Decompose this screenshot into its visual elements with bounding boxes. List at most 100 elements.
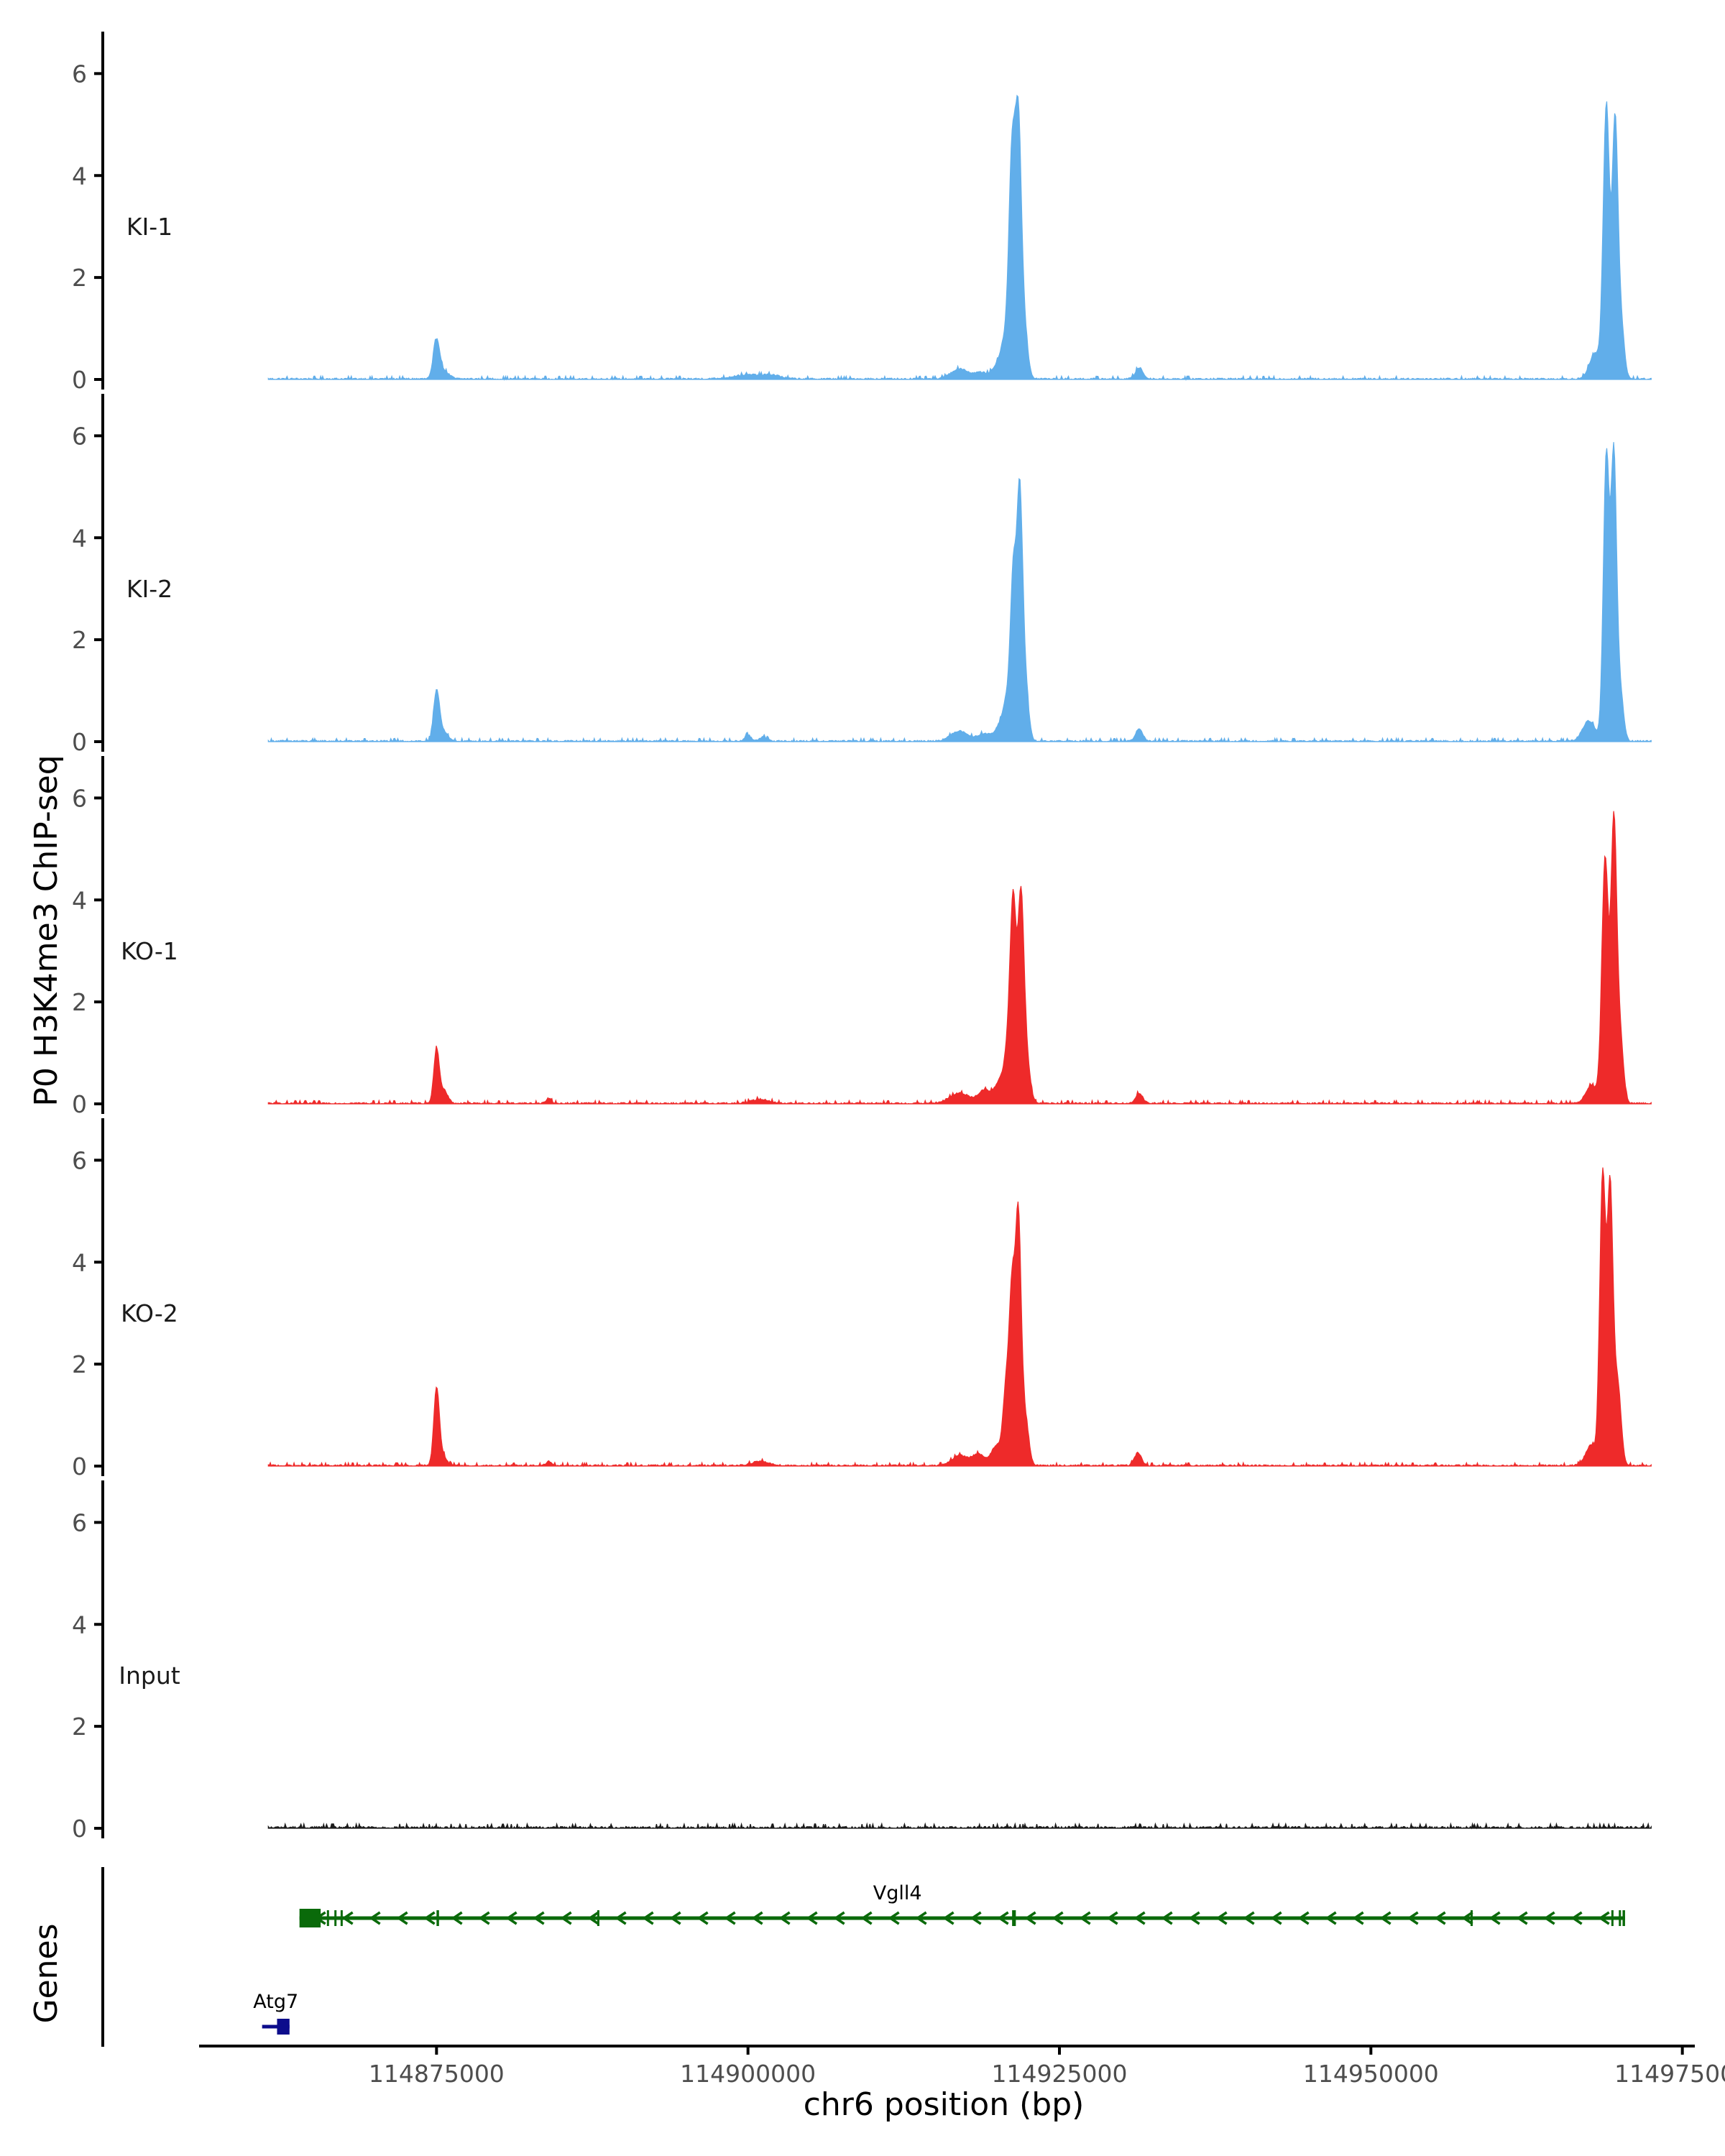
strand-arrow (505, 1911, 518, 1925)
track-ki-2: 0 2 4 6 KI-2 (72, 394, 1652, 756)
strand-arrow (860, 1911, 873, 1925)
y-tick-label: 6 (72, 60, 87, 88)
strand-arrow (1570, 1911, 1583, 1925)
gene-exon (299, 1909, 321, 1927)
x-tick-label: 114900000 (680, 2060, 816, 2088)
strand-arrow (533, 1911, 545, 1925)
y-tick-label: 0 (72, 1815, 87, 1843)
strand-arrow (806, 1911, 818, 1925)
strand-arrow (751, 1911, 763, 1925)
strand-arrow (1352, 1911, 1364, 1925)
gene-exon (334, 1910, 337, 1926)
strand-arrow (587, 1911, 599, 1925)
coverage-tracks: 0 2 4 6 KI-1 0 2 4 6 KI-2 0 2 4 6 KO-1 0 2 4 6 KO-2 0 2 4 6 Inpu… (72, 32, 1652, 1843)
strand-arrow (1516, 1911, 1528, 1925)
coverage-area-ki-1 (267, 94, 1652, 382)
x-tick-label: 114975000 (1614, 2060, 1725, 2088)
gene-exon (277, 2019, 290, 2035)
strand-arrow (560, 1911, 572, 1925)
coverage-area-ko-1 (267, 811, 1652, 1105)
panel-label-ki-1: KI-1 (126, 213, 172, 241)
strand-arrow (369, 1911, 381, 1925)
y-tick-label: 0 (72, 1452, 87, 1480)
strand-arrow (615, 1911, 627, 1925)
strand-arrow (1325, 1911, 1337, 1925)
strand-arrow (1489, 1911, 1501, 1925)
track-ko-1: 0 2 4 6 KO-1 (72, 756, 1652, 1118)
strand-arrow (423, 1911, 436, 1925)
gene-atg7: Atg7 (253, 1991, 298, 2035)
panel-label-ko-1: KO-1 (121, 937, 178, 965)
track-ki-1: 0 2 4 6 KI-1 (72, 32, 1652, 394)
gene-exon (1622, 1910, 1625, 1926)
coverage-area-ki-2 (267, 442, 1652, 743)
strand-arrow (642, 1911, 654, 1925)
gene-exon (1471, 1910, 1473, 1926)
strand-arrow (1052, 1911, 1064, 1925)
strand-arrow (669, 1911, 681, 1925)
y-tick-label: 4 (72, 1611, 87, 1639)
strand-arrow (1133, 1911, 1146, 1925)
y-tick-label: 2 (72, 264, 87, 292)
panel-label-input: Input (119, 1662, 180, 1690)
y-tick-label: 4 (72, 162, 87, 190)
strand-arrow (1297, 1911, 1310, 1925)
y-tick-label: 0 (72, 728, 87, 756)
y-tick-label: 4 (72, 886, 87, 914)
strand-arrow (1434, 1911, 1446, 1925)
gene-exon (1012, 1910, 1016, 1926)
y-tick-label: 6 (72, 422, 87, 450)
strand-arrow (696, 1911, 709, 1925)
y-tick-label: 0 (72, 1090, 87, 1118)
y-tick-label: 4 (72, 1248, 87, 1276)
x-axis: 114875000 114900000 114925000 114950000 1149… (199, 2045, 1725, 2088)
track-input: 0 2 4 6 Input (72, 1480, 1652, 1843)
x-axis-title: chr6 position (bp) (804, 2086, 1085, 2123)
panel-label-ki-2: KI-2 (126, 575, 172, 603)
strand-arrow (1543, 1911, 1555, 1925)
gene-exon (597, 1910, 599, 1926)
strand-arrow (1079, 1911, 1091, 1925)
genes-track-title: Genes (28, 1923, 65, 2023)
strand-arrow (942, 1911, 954, 1925)
strand-arrow (1243, 1911, 1255, 1925)
y-tick-label: 6 (72, 784, 87, 812)
track-ko-2: 0 2 4 6 KO-2 (72, 1118, 1652, 1480)
gene-exon (340, 1910, 343, 1926)
x-tick-label: 114925000 (992, 2060, 1128, 2088)
gene-label-atg7: Atg7 (253, 1991, 298, 2013)
strand-arrow (396, 1911, 408, 1925)
strand-arrow (341, 1911, 354, 1925)
y-tick-label: 0 (72, 366, 87, 394)
strand-arrow (1106, 1911, 1118, 1925)
gene-label-vgll4: Vgll4 (873, 1882, 922, 1904)
strand-arrow (724, 1911, 736, 1925)
strand-arrow (478, 1911, 490, 1925)
panel-label-ko-2: KO-2 (121, 1299, 178, 1327)
y-tick-label: 6 (72, 1508, 87, 1537)
y-tick-label: 2 (72, 1350, 87, 1378)
strand-arrow (1188, 1911, 1200, 1925)
strand-arrow (833, 1911, 845, 1925)
strand-arrow (1270, 1911, 1282, 1925)
strand-arrow (1215, 1911, 1228, 1925)
strand-arrow (997, 1911, 1009, 1925)
strand-arrow (1598, 1911, 1610, 1925)
y-tick-label: 2 (72, 1713, 87, 1741)
strand-arrow (915, 1911, 927, 1925)
genes-track: Atg7 Vgll4 (101, 1867, 1625, 2047)
strand-arrow (1461, 1911, 1473, 1925)
gene-exon (1611, 1910, 1614, 1926)
strand-arrow (451, 1911, 463, 1925)
gene-exon (436, 1910, 439, 1926)
y-tick-label: 6 (72, 1146, 87, 1174)
coverage-area-input (267, 1822, 1652, 1830)
x-tick-label: 114950000 (1303, 2060, 1439, 2088)
gene-exon (1619, 1910, 1622, 1926)
x-tick-label: 114875000 (369, 2060, 505, 2088)
y-tick-label: 4 (72, 524, 87, 552)
strand-arrow (970, 1911, 982, 1925)
gene-exon (326, 1910, 329, 1926)
y-tick-label: 2 (72, 988, 87, 1016)
